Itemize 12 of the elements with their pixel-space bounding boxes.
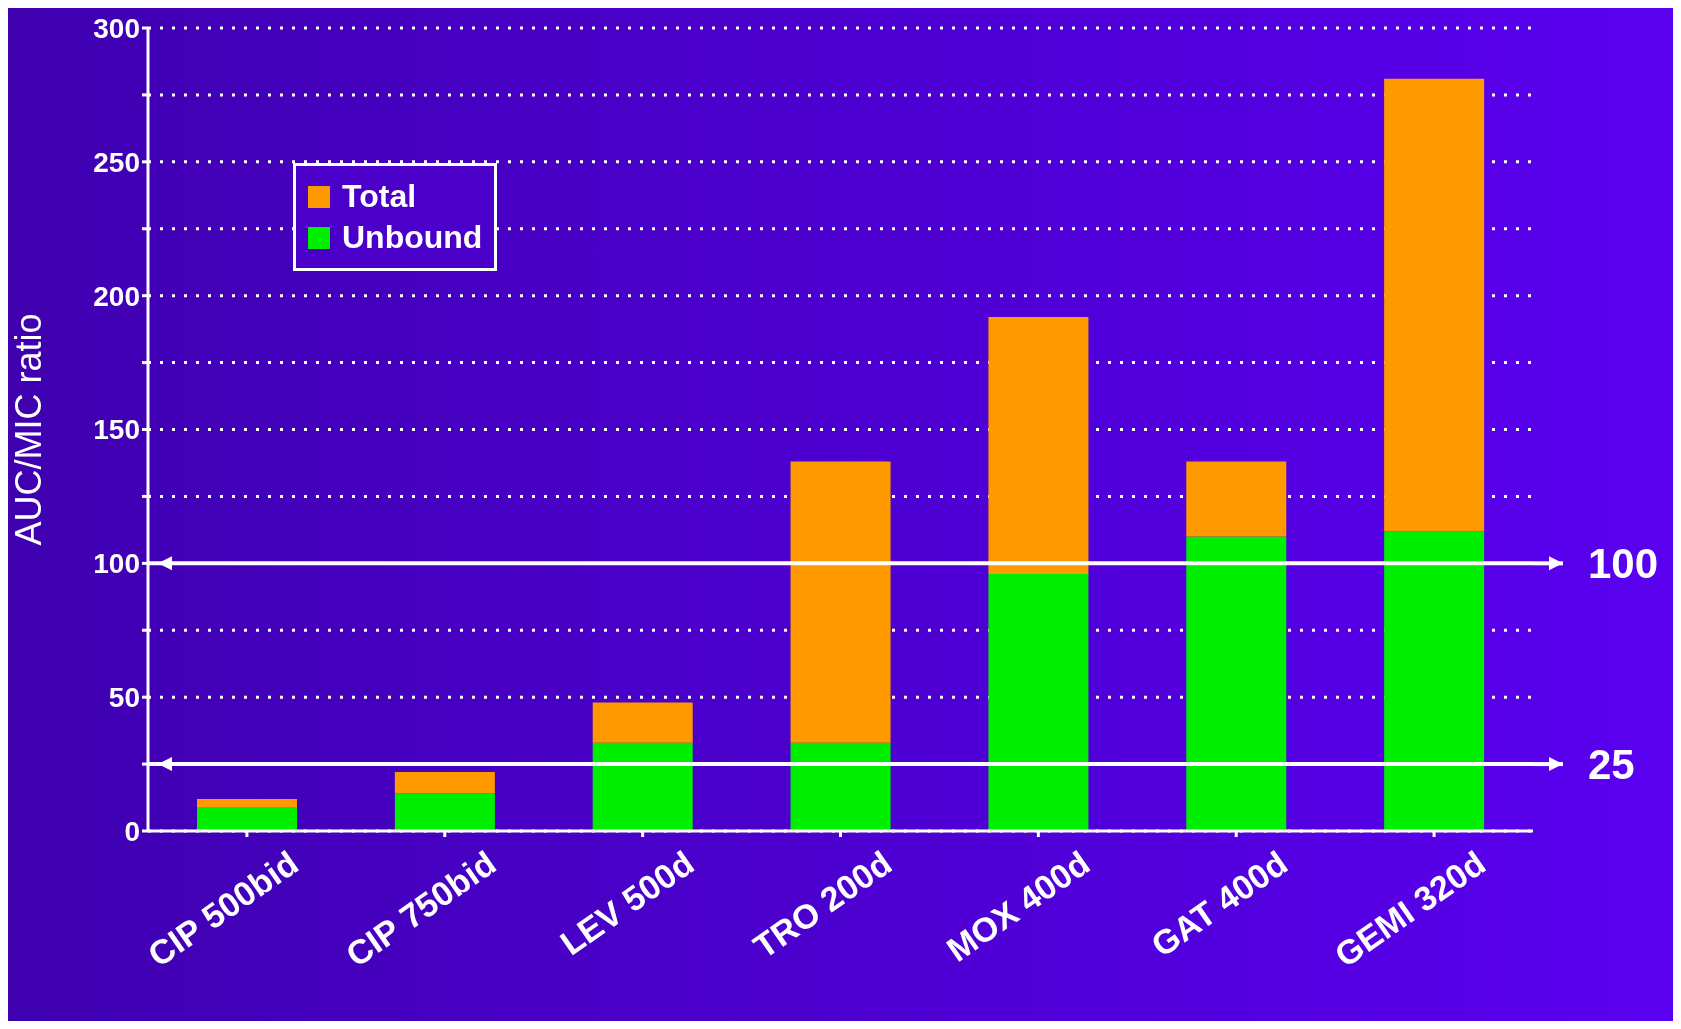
y-tick-label: 300 [93,12,140,44]
y-tick-label: 50 [108,682,140,714]
ref-line-label: 25 [1588,740,1635,788]
y-tick-label: 250 [93,146,140,178]
ref-line-label: 100 [1588,540,1659,588]
y-axis-title: AUC/MIC ratio [7,313,49,546]
y-tick-label: 200 [93,280,140,312]
y-tick-label: 0 [124,815,140,847]
legend-label: Unbound [341,219,483,256]
y-tick-label: 150 [93,414,140,446]
y-tick-label: 100 [93,548,140,580]
legend-label: Total [341,178,418,215]
